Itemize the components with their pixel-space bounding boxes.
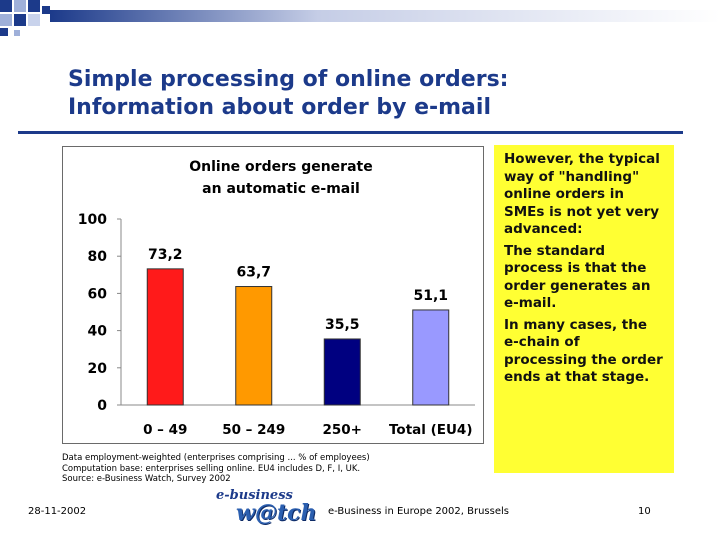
footer-date: 28-11-2002 xyxy=(28,506,87,517)
commentary-paragraph: In many cases, the e-chain of processing… xyxy=(504,316,663,386)
decor-square xyxy=(42,6,50,14)
bar xyxy=(146,268,184,406)
chart-frame: Online orders generate an automatic e-ma… xyxy=(62,146,484,444)
commentary-paragraph: The standard process is that the order g… xyxy=(504,242,651,312)
slide-title-line-1: Simple processing of online orders: xyxy=(68,67,509,92)
chart-title-line-2: an automatic e-mail xyxy=(202,181,360,197)
decor-square xyxy=(28,0,40,12)
y-tick-label: 80 xyxy=(88,249,108,265)
x-tick-label: 50 – 249 xyxy=(222,422,285,438)
source-notes: Data employment-weighted (enterprises co… xyxy=(62,453,482,485)
bar xyxy=(412,309,450,406)
bar-value-label: 51,1 xyxy=(413,288,448,304)
bar-value-label: 35,5 xyxy=(325,317,360,333)
title-divider xyxy=(18,131,683,134)
page-number: 10 xyxy=(638,506,651,517)
y-tick-label: 60 xyxy=(88,286,108,302)
commentary-box: However, the typical way of "handling" o… xyxy=(494,145,674,473)
logo-text-top: e-business xyxy=(216,488,293,503)
logo-text-bottom: w@tch xyxy=(236,500,317,526)
y-tick-label: 100 xyxy=(78,212,107,228)
x-tick-label: Total (EU4) xyxy=(389,422,473,438)
decor-square xyxy=(0,28,8,36)
source-note-base: Computation base: enterprises selling on… xyxy=(62,463,361,474)
decor-square xyxy=(0,14,12,26)
y-tick-label: 40 xyxy=(88,324,108,340)
decor-square xyxy=(28,14,40,26)
slide-title-line-2: Information about order by e-mail xyxy=(68,95,491,120)
ebusiness-watch-logo: e-business w@tch xyxy=(208,488,328,528)
chart-title-line-1: Online orders generate xyxy=(189,159,372,175)
decor-gradient-band xyxy=(50,10,720,22)
bar-value-label: 63,7 xyxy=(236,265,271,281)
decor-square xyxy=(14,30,20,36)
commentary-paragraph: However, the typical way of "handling" o… xyxy=(504,151,660,237)
x-tick-label: 0 – 49 xyxy=(143,422,187,438)
decor-square xyxy=(14,14,26,26)
decor-square xyxy=(14,0,26,12)
decor-square xyxy=(0,0,12,12)
corner-decoration xyxy=(0,0,720,45)
bar-chart: Online orders generate an automatic e-ma… xyxy=(78,159,475,438)
x-tick-label: 250+ xyxy=(323,422,363,438)
bar-value-label: 73,2 xyxy=(148,247,183,263)
y-tick-label: 0 xyxy=(97,398,107,414)
y-tick-label: 20 xyxy=(88,361,108,377)
source-note-source: Source: e-Business Watch, Survey 2002 xyxy=(62,474,231,484)
bar xyxy=(235,286,273,406)
footer-event: e-Business in Europe 2002, Brussels xyxy=(328,506,509,517)
bar xyxy=(323,338,361,406)
slide-title: Simple processing of online orders: Info… xyxy=(68,66,508,122)
source-note-weighting: Data employment-weighted (enterprises co… xyxy=(62,453,370,463)
